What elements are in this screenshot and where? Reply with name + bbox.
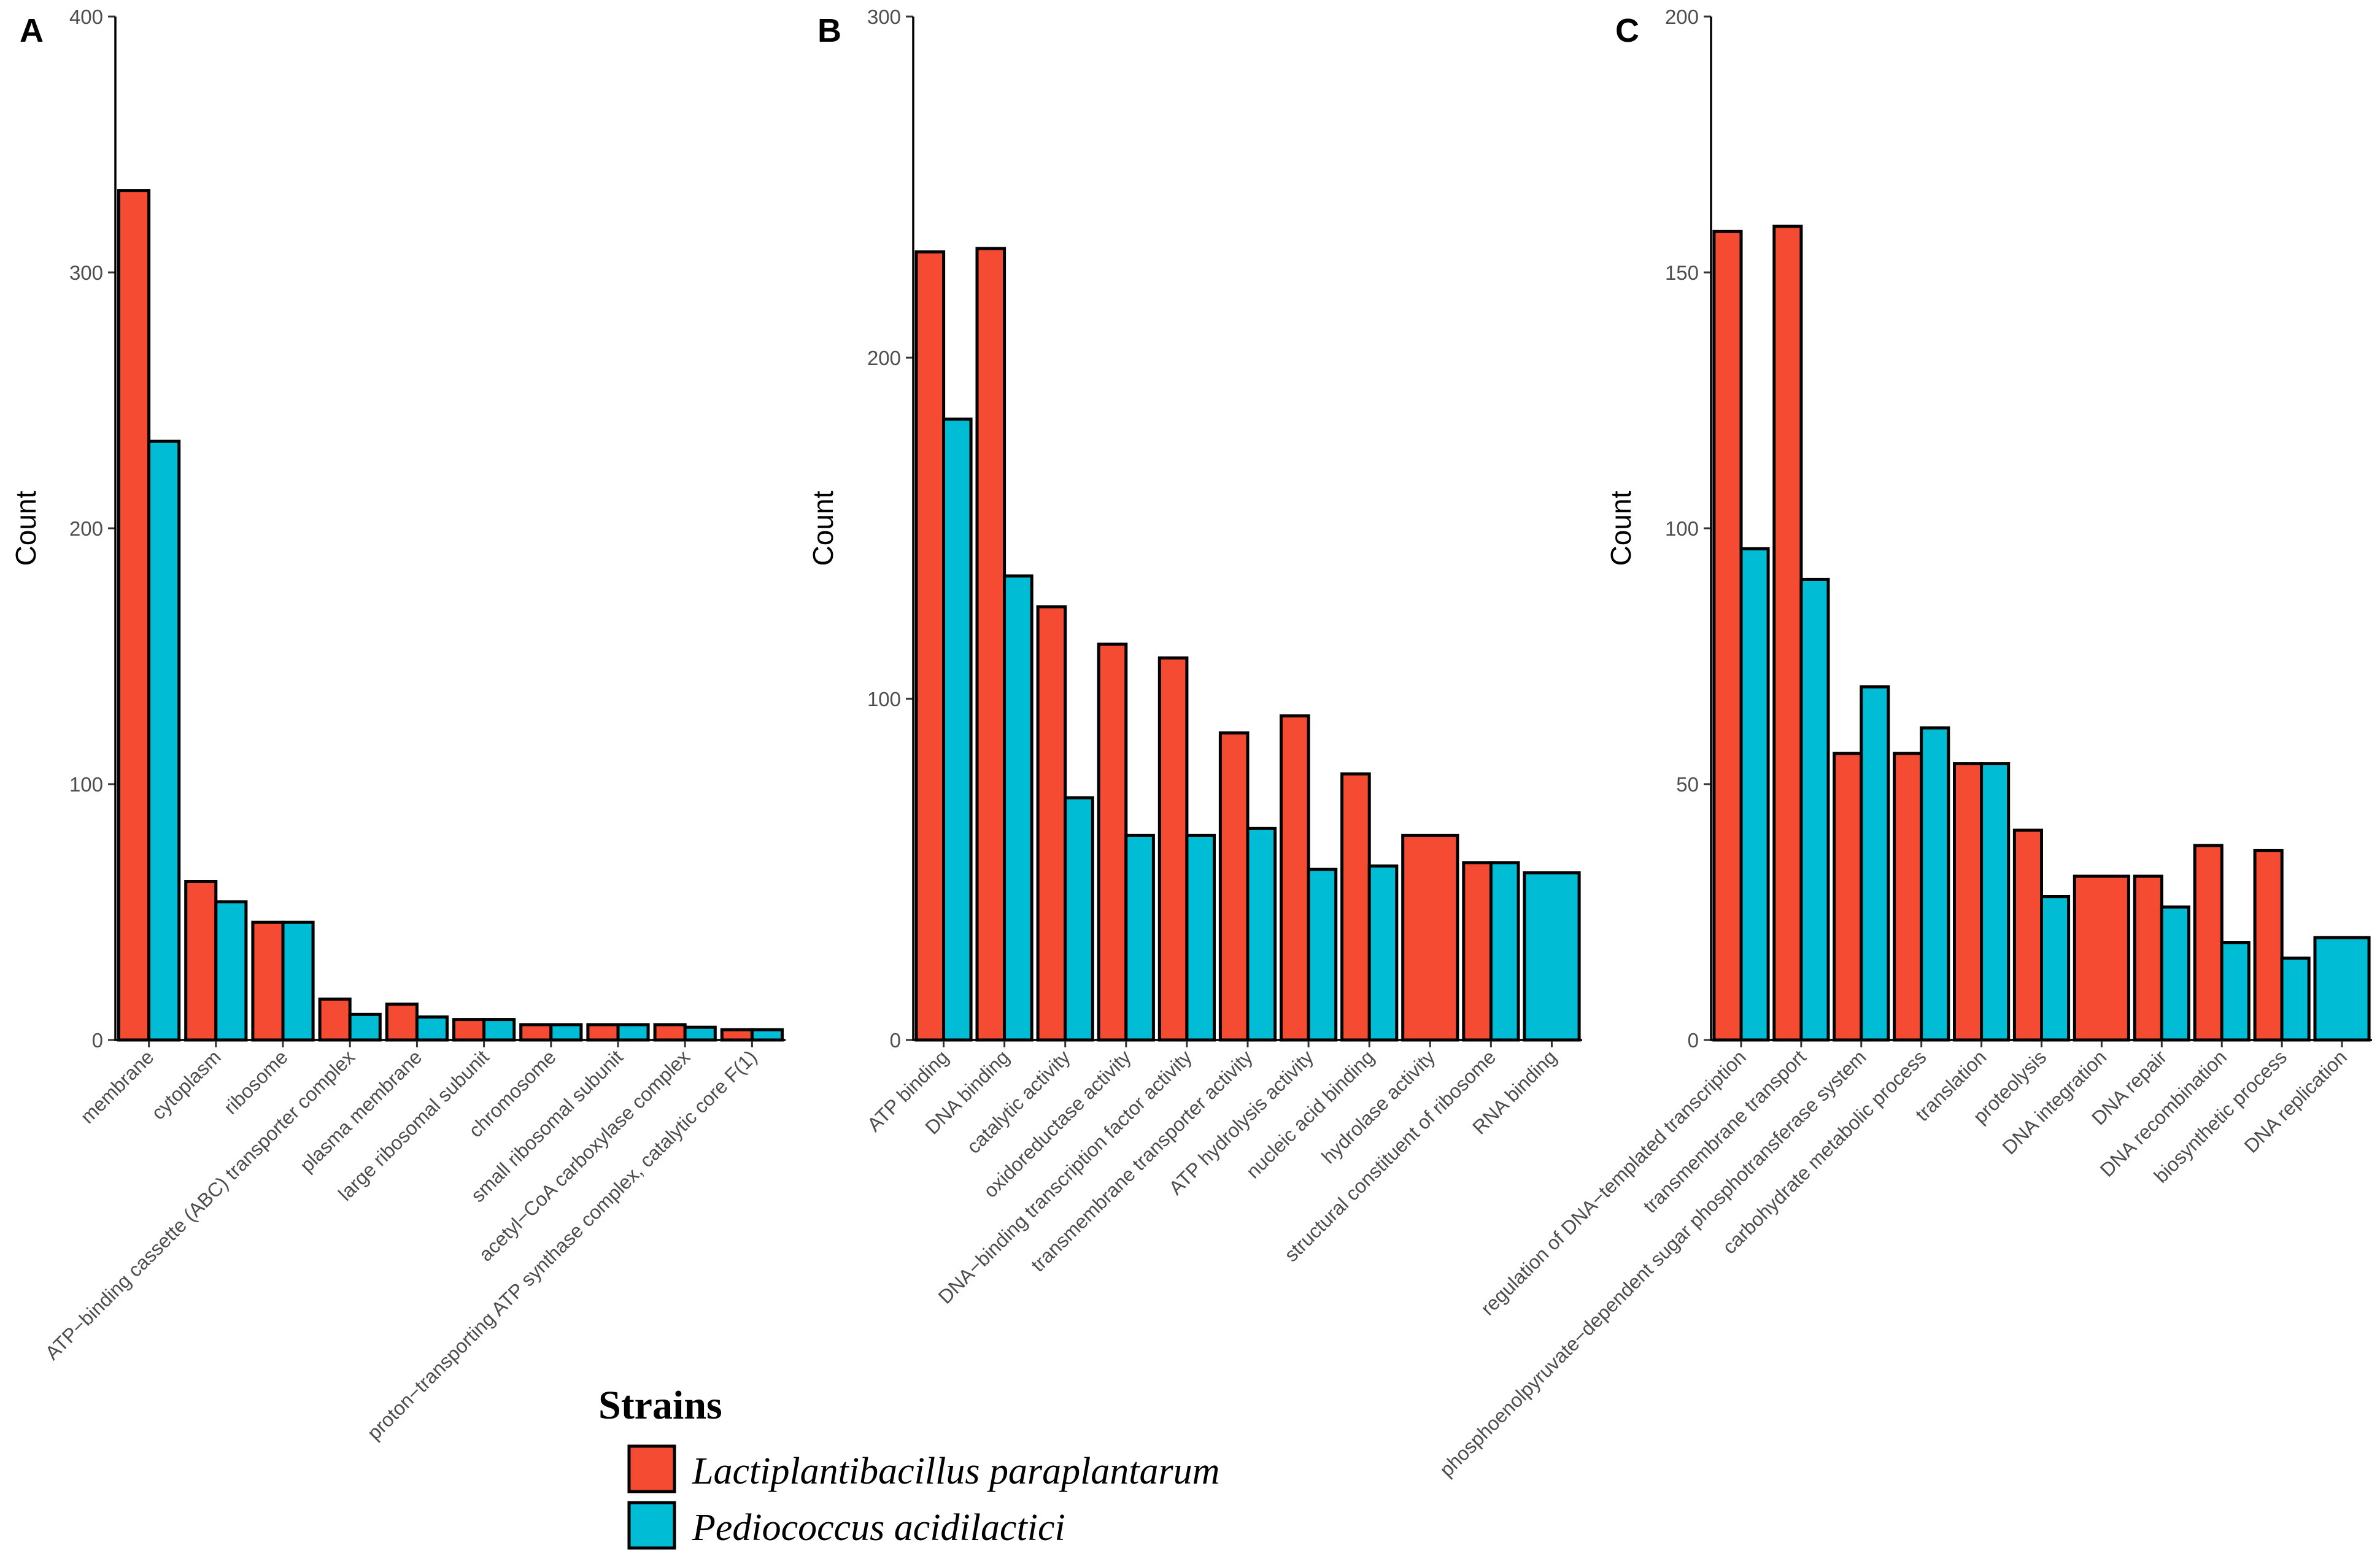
panel-c-bar-2-pediococcus — [1860, 685, 1890, 1042]
panel-a-y-tick-label: 0 — [92, 1029, 103, 1052]
panel-c-bar-7-pediococcus — [2160, 905, 2190, 1042]
panel-a-bar-3-lactiplantibacillus — [318, 997, 352, 1042]
panel-b-bar-6-pediococcus — [1307, 868, 1338, 1042]
panel-b-bar-1-lactiplantibacillus — [975, 247, 1006, 1042]
panel-c-bar-9-pediococcus — [2280, 957, 2311, 1042]
panel-b-bar-9-lactiplantibacillus — [1462, 861, 1493, 1042]
panel-a-bar-1-lactiplantibacillus — [184, 880, 218, 1042]
panel-a-bar-6-lactiplantibacillus — [519, 1023, 553, 1042]
legend-label-lactiplantibacillus: Lactiplantibacillus paraplantarum — [692, 1450, 1219, 1492]
panel-b-bar-2-lactiplantibacillus — [1036, 605, 1067, 1042]
panel-a-bar-7-lactiplantibacillus — [586, 1023, 620, 1042]
panel-b-y-tick-label: 100 — [867, 688, 901, 711]
panel-c-bar-4-pediococcus — [1980, 762, 2011, 1042]
panel-a-bar-0-lactiplantibacillus — [117, 189, 151, 1042]
panel-a-bar-2-pediococcus — [281, 920, 315, 1042]
panel-b-y-tick-label: 300 — [867, 6, 901, 28]
panel-c-bar-5-lactiplantibacillus — [2012, 828, 2043, 1042]
panel-c-bar-10-pediococcus — [2313, 936, 2371, 1042]
legend: Strains Lactiplantibacillus paraplantaru… — [598, 1383, 1219, 1550]
panel-c-y-tick-label: 200 — [1665, 6, 1699, 28]
panel-c: regulation of DNA−templated transcriptio… — [1435, 6, 2372, 1481]
legend-title: Strains — [598, 1383, 722, 1428]
panel-c-bar-0-pediococcus — [1739, 547, 1770, 1042]
panel-c-bar-1-lactiplantibacillus — [1772, 225, 1803, 1042]
panel-c-y-axis-title: Count — [1605, 490, 1637, 566]
panel-b-y-tick-label: 200 — [867, 347, 901, 369]
panel-b-bar-2-pediococcus — [1064, 796, 1094, 1042]
panel-b-category-label: hydrolase activity — [1317, 1046, 1439, 1168]
panel-a-bar-9-lactiplantibacillus — [720, 1028, 754, 1042]
panel-b-bar-4-lactiplantibacillus — [1157, 656, 1189, 1042]
panel-b-bar-5-pediococcus — [1246, 826, 1277, 1042]
panel-c-bar-3-lactiplantibacillus — [1893, 752, 1923, 1042]
panel-c-letter: C — [1615, 12, 1639, 49]
panel-a-bar-6-pediococcus — [549, 1023, 583, 1042]
panel-c-bar-7-lactiplantibacillus — [2133, 874, 2163, 1042]
panel-b-bar-1-pediococcus — [1003, 574, 1034, 1042]
panel-a-bar-2-lactiplantibacillus — [251, 920, 285, 1042]
panel-b-bar-3-lactiplantibacillus — [1097, 642, 1128, 1042]
panel-a-letter: A — [20, 12, 44, 49]
panel-b-letter: B — [817, 12, 841, 49]
panel-a-y-tick-label: 300 — [69, 261, 103, 284]
panel-a-y-tick-label: 400 — [69, 6, 103, 28]
panel-b-category-label: catalytic activity — [962, 1046, 1075, 1158]
panel-b-y-tick-label: 0 — [890, 1029, 901, 1052]
legend-swatch-pediococcus — [627, 1501, 676, 1550]
panel-c-bar-8-lactiplantibacillus — [2193, 844, 2224, 1042]
panel-c-bar-9-lactiplantibacillus — [2253, 849, 2284, 1042]
panel-a-category-label: cytoplasm — [147, 1046, 225, 1123]
panel-a-bar-5-pediococcus — [482, 1018, 516, 1042]
panel-b-bar-3-pediococcus — [1124, 833, 1155, 1042]
panel-b-bar-0-pediococcus — [942, 417, 973, 1042]
panel-b-bar-9-pediococcus — [1489, 861, 1520, 1042]
panel-c-bar-6-lactiplantibacillus — [2073, 874, 2130, 1042]
panel-c-bar-1-pediococcus — [1799, 577, 1830, 1042]
panel-a-bar-7-pediococcus — [616, 1023, 650, 1042]
panel-c-bar-2-lactiplantibacillus — [1833, 752, 1863, 1042]
panel-b-bar-8-lactiplantibacillus — [1401, 833, 1459, 1042]
panel-c-bar-8-pediococcus — [2220, 941, 2251, 1042]
panel-b-bar-10-pediococcus — [1523, 871, 1581, 1042]
panel-a-y-axis-title: Count — [10, 490, 42, 566]
panel-a-bar-8-lactiplantibacillus — [653, 1023, 687, 1042]
panel-a-y-tick-label: 100 — [69, 773, 103, 796]
panel-b-bar-4-pediococcus — [1185, 833, 1216, 1042]
legend-label-pediococcus: Pediococcus acidilactici — [692, 1507, 1065, 1549]
panel-b-y-axis-title: Count — [807, 490, 839, 566]
panel-c-category-label: DNA integration — [1998, 1046, 2111, 1158]
panel-c-y-tick-label: 100 — [1665, 517, 1699, 540]
panel-a-category-label: ATP−binding cassette (ABC) transporter c… — [41, 1046, 359, 1364]
panel-c-bar-5-pediococcus — [2040, 895, 2071, 1042]
panel-b-bar-5-lactiplantibacillus — [1218, 731, 1250, 1042]
panel-b-bar-0-lactiplantibacillus — [914, 250, 946, 1042]
legend-swatch-lactiplantibacillus — [627, 1444, 676, 1493]
panel-a-bar-4-pediococcus — [415, 1015, 449, 1042]
panel-a-category-label: plasma membrane — [296, 1046, 427, 1176]
panel-b-bar-7-lactiplantibacillus — [1340, 772, 1371, 1042]
panel-a-bar-1-pediococcus — [214, 900, 248, 1042]
panel-a-bar-8-pediococcus — [683, 1025, 717, 1042]
panel-c-category-label: DNA replication — [2240, 1046, 2351, 1157]
panel-c-bar-4-lactiplantibacillus — [1953, 762, 1984, 1042]
panel-b-category-label: transmembrane transporter activity — [1027, 1046, 1257, 1276]
panel-a-y-tick-label: 200 — [69, 517, 103, 540]
panel-c-y-tick-label: 0 — [1688, 1029, 1699, 1052]
panel-a-bar-4-lactiplantibacillus — [385, 1003, 419, 1042]
panel-c-bar-3-pediococcus — [1920, 726, 1950, 1042]
panel-c-y-tick-label: 150 — [1665, 261, 1699, 284]
panel-a-bar-0-pediococcus — [147, 439, 181, 1042]
panel-a-bar-9-pediococcus — [750, 1028, 784, 1042]
panel-a-bar-3-pediococcus — [348, 1012, 382, 1042]
panel-c-y-tick-label: 50 — [1676, 773, 1699, 796]
panel-b-bar-7-pediococcus — [1367, 864, 1399, 1042]
panel-a-category-label: membrane — [76, 1046, 158, 1128]
panel-a-bar-5-lactiplantibacillus — [452, 1018, 486, 1042]
panel-b-bar-6-lactiplantibacillus — [1280, 714, 1310, 1042]
panel-c-bar-0-lactiplantibacillus — [1712, 229, 1743, 1042]
